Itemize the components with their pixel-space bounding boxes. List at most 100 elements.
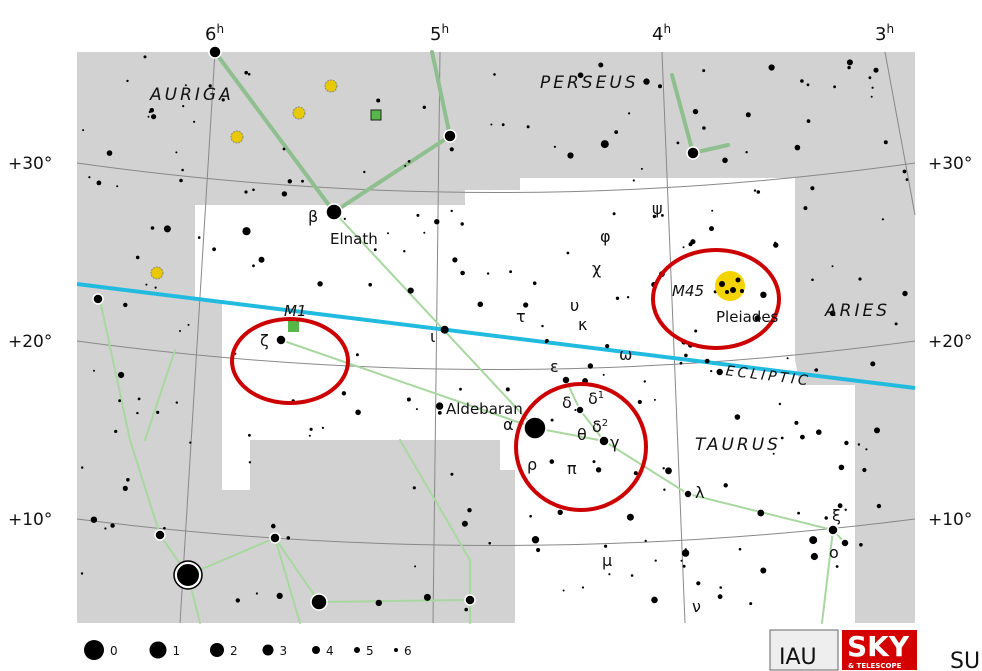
star xyxy=(523,302,529,308)
letter: ζ xyxy=(260,331,269,350)
legend-label: 0 xyxy=(110,644,118,658)
star xyxy=(450,209,453,213)
star xyxy=(734,414,741,420)
pleiades-star xyxy=(719,281,725,287)
letter: θ xyxy=(577,425,587,444)
star xyxy=(189,441,192,444)
star xyxy=(694,329,698,333)
star xyxy=(797,511,800,515)
star xyxy=(719,586,722,589)
star xyxy=(682,564,686,568)
galaxy xyxy=(230,130,244,144)
star xyxy=(876,503,882,509)
star xyxy=(449,147,454,152)
legend-star xyxy=(354,647,360,653)
letter: ρ xyxy=(527,455,537,474)
star xyxy=(529,514,532,518)
letter: ω xyxy=(619,345,632,364)
star xyxy=(809,536,818,545)
star-letter: ο xyxy=(829,543,839,562)
stars xyxy=(80,45,909,612)
letter: ι xyxy=(430,327,435,346)
star-letter: δ xyxy=(562,393,572,412)
dec-label: +20° xyxy=(928,332,972,352)
star xyxy=(738,547,742,551)
letter: π xyxy=(567,459,577,478)
star xyxy=(596,423,599,426)
star xyxy=(258,256,265,263)
letter: ψ xyxy=(652,199,663,218)
star xyxy=(581,586,585,589)
dec-label: +10° xyxy=(928,510,972,530)
star xyxy=(325,203,343,221)
ra-line xyxy=(179,51,216,624)
star xyxy=(612,212,616,216)
star xyxy=(806,83,810,87)
ra-hour: 3 xyxy=(875,24,886,45)
star xyxy=(810,186,815,191)
star xyxy=(800,79,804,83)
star xyxy=(244,70,248,75)
star-letter: ι xyxy=(430,327,435,346)
star xyxy=(557,509,563,515)
star xyxy=(282,147,286,151)
star xyxy=(658,84,662,89)
star xyxy=(683,489,693,499)
star xyxy=(865,448,868,451)
star xyxy=(532,281,537,286)
star xyxy=(814,369,817,372)
nebula xyxy=(370,109,382,121)
star xyxy=(509,270,512,274)
letter: α xyxy=(503,415,514,434)
star xyxy=(536,547,541,553)
star xyxy=(723,483,728,488)
star xyxy=(187,323,190,326)
star xyxy=(423,231,426,234)
star xyxy=(145,283,148,286)
dec-line xyxy=(76,518,916,546)
ra-unit: h xyxy=(216,22,224,36)
star xyxy=(778,402,782,406)
legend-label: 3 xyxy=(280,644,288,658)
star xyxy=(794,144,801,151)
letter: λ xyxy=(695,483,704,502)
star xyxy=(118,371,125,379)
legend-label: 4 xyxy=(326,644,334,658)
letter: υ xyxy=(570,296,579,315)
star-letter: γ xyxy=(610,433,619,452)
star xyxy=(407,287,414,294)
star-letter: ω xyxy=(619,345,632,364)
star xyxy=(749,602,753,606)
star xyxy=(753,189,757,192)
star xyxy=(692,108,699,115)
star xyxy=(252,264,255,268)
star xyxy=(690,239,696,245)
star xyxy=(598,62,604,68)
star xyxy=(840,538,850,548)
star xyxy=(90,516,98,523)
star xyxy=(760,567,767,574)
star xyxy=(252,188,255,192)
star xyxy=(309,427,313,431)
star xyxy=(652,214,657,219)
star xyxy=(242,227,251,236)
galaxy xyxy=(150,266,164,280)
star xyxy=(275,334,287,346)
star xyxy=(800,434,805,440)
star xyxy=(122,485,128,491)
star-letter: ξ xyxy=(832,506,841,525)
star xyxy=(870,95,873,98)
star xyxy=(827,524,839,536)
star xyxy=(894,322,898,326)
star-letter: δ1 xyxy=(588,389,604,408)
ra-label: 6h xyxy=(205,22,224,45)
star xyxy=(179,178,183,183)
star xyxy=(663,488,666,491)
star xyxy=(605,344,610,349)
star-letter: β xyxy=(308,207,318,226)
star xyxy=(212,247,217,252)
letter-index: 1 xyxy=(598,390,604,401)
star xyxy=(197,236,201,239)
star-letter: λ xyxy=(695,483,704,502)
star xyxy=(255,592,258,595)
